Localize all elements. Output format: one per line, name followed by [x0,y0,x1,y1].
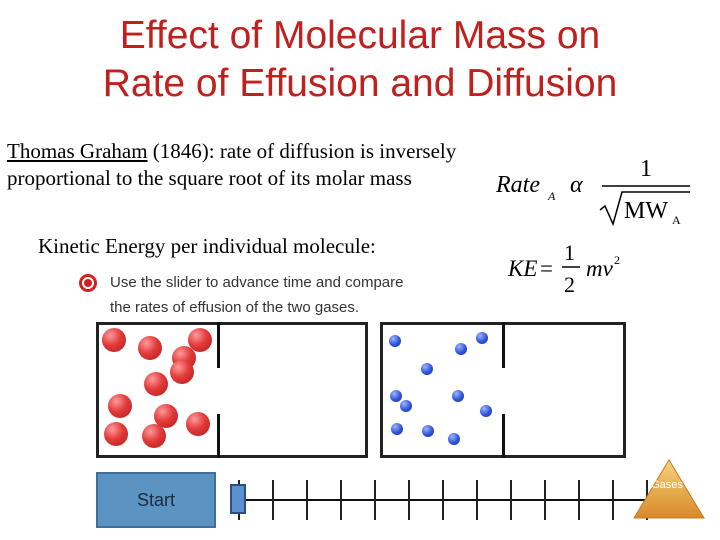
record-bullet-icon [79,274,97,292]
light-molecule [476,332,488,344]
graham-name: Thomas Graham [7,139,148,163]
rate-lhs: Rate [495,172,540,198]
light-gas-barrier [502,322,505,368]
light-molecule [421,363,433,375]
slider-tick [510,480,512,520]
ke-lhs: KE [507,256,537,281]
heavy-molecule [108,394,132,418]
sqrt-sign [599,191,690,227]
light-molecule [400,400,412,412]
slider-tick [578,480,580,520]
slider-tick [408,480,410,520]
slider-tick [612,480,614,520]
heavy-molecule [138,336,162,360]
light-molecule [455,343,467,355]
heavy-gas-barrier-lower [217,414,220,458]
ke-rhs: mv [586,256,614,281]
light-molecule [480,405,492,417]
title-line-1: Effect of Molecular Mass on [119,14,601,57]
time-slider-handle[interactable] [230,484,246,514]
heavy-molecule [170,360,194,384]
ke-text: Kinetic Energy per individual molecule: [38,234,376,258]
instruction-line-1: Use the slider to advance time and compa… [110,274,404,291]
heavy-molecule [104,422,128,446]
rate-den-sub: A [672,213,681,227]
slider-tick [544,480,546,520]
rate-numerator: 1 [640,156,652,182]
start-button[interactable]: Start [96,472,216,528]
slider-tick [306,480,308,520]
rate-formula: Rate A α 1 MW A [495,156,690,227]
ke-den: 2 [564,272,575,297]
light-gas-barrier-lower [502,414,505,458]
slide-title: Effect of Molecular Mass on Rate of Effu… [20,12,700,108]
ke-num: 1 [564,240,575,265]
heavy-molecule [144,372,168,396]
time-slider-track[interactable] [236,499,656,501]
ke-equals: = [540,256,553,281]
slider-tick [476,480,478,520]
light-molecule [389,335,401,347]
light-molecule [422,425,434,437]
heavy-molecule [186,412,210,436]
slider-tick [272,480,274,520]
light-molecule [390,390,402,402]
heavy-molecule [188,328,212,352]
rate-denominator: MW [624,198,668,224]
instruction-line-2: the rates of effusion of the two gases. [110,299,360,316]
heavy-molecule [142,424,166,448]
light-molecule [391,423,403,435]
ke-formula: KE = 1 2 mv 2 [507,240,620,297]
heavy-gas-chamber [96,322,368,458]
proportional-symbol: α [570,172,583,198]
graham-text: (1846): rate of diffusion is inversely p… [7,139,457,190]
graham-paragraph: Thomas Graham (1846): rate of diffusion … [7,138,477,192]
light-molecule [448,433,460,445]
heavy-molecule [102,328,126,352]
light-molecule [452,390,464,402]
slider-tick [340,480,342,520]
rate-lhs-sub: A [547,189,556,203]
title-line-2: Rate of Effusion and Diffusion [102,62,618,105]
heavy-gas-barrier [217,322,220,368]
ke-exp: 2 [614,253,620,267]
gases-nav-triangle-icon[interactable] [632,458,706,520]
slider-tick [442,480,444,520]
slider-tick [374,480,376,520]
gases-nav-label[interactable]: Gases [651,479,683,491]
